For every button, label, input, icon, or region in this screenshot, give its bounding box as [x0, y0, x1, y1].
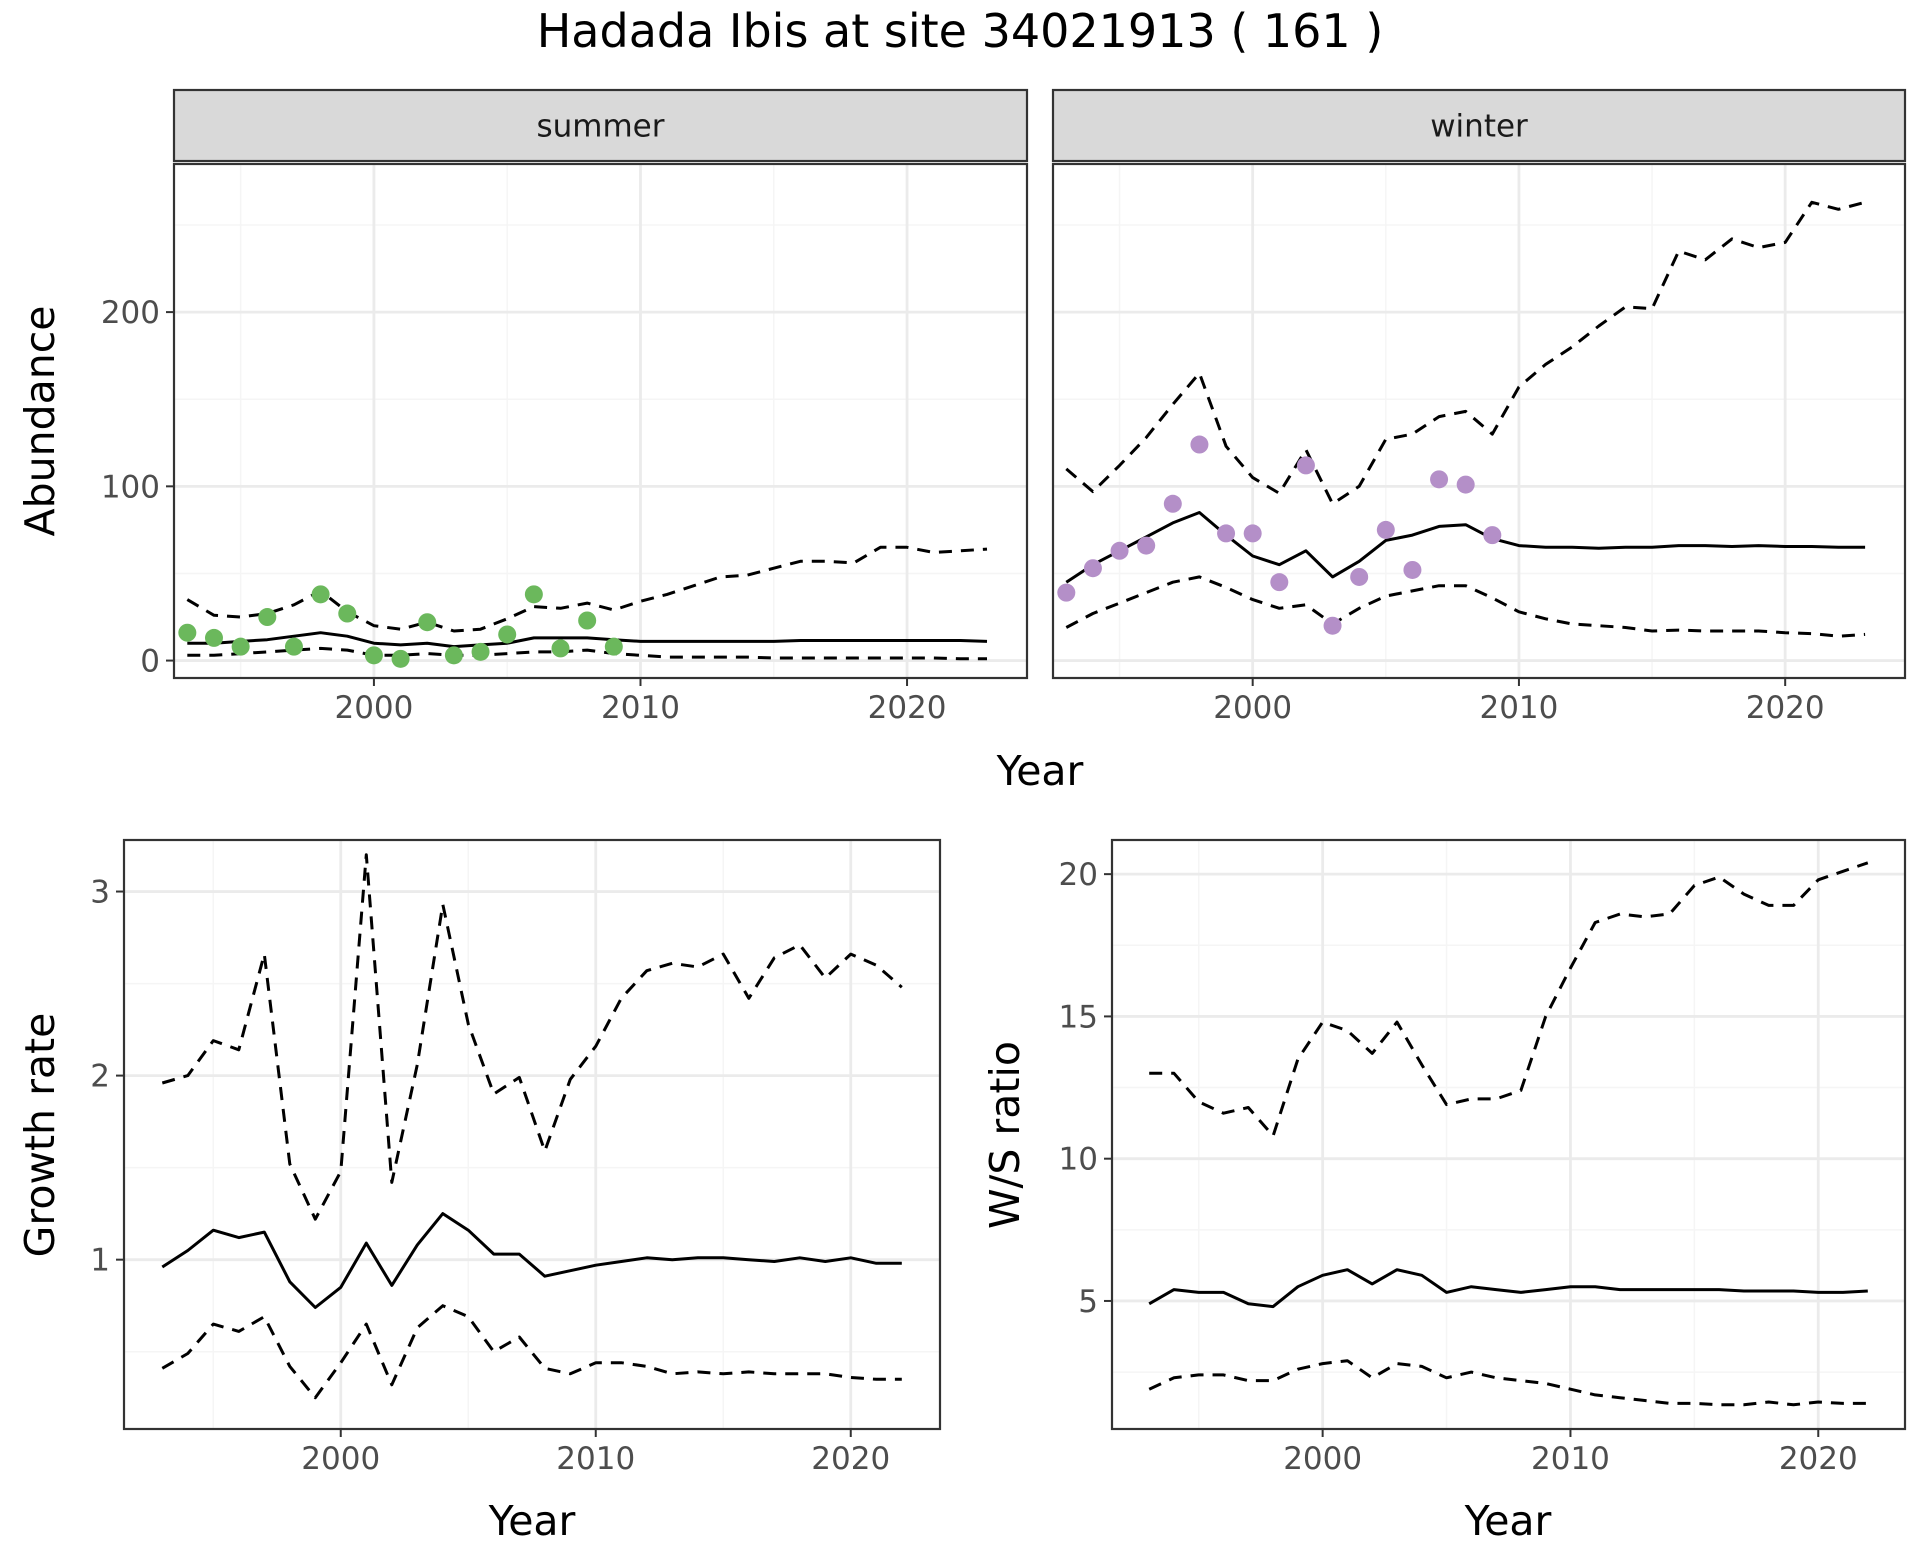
x-tick-label: 2020: [1779, 1441, 1858, 1477]
data-point: [1323, 616, 1342, 635]
data-point: [204, 628, 223, 647]
x-tick-label: 2010: [601, 690, 680, 726]
x-tick-label: 2000: [1213, 690, 1292, 726]
series-line-estimate: [1065, 511, 1866, 584]
y-tick-label: 20: [1059, 857, 1098, 893]
x-tick-label: 2000: [301, 1441, 380, 1477]
data-point: [1403, 560, 1422, 579]
series-line-upper: [161, 853, 903, 1221]
series-line-estimate: [187, 631, 988, 649]
chart-panel-1: summer 2000 2010 2020 0 100 200 Abundance: [16, 88, 1029, 726]
data-point: [524, 585, 543, 604]
x-tick-label: 2000: [334, 690, 413, 726]
data-point: [338, 604, 357, 623]
y-tick-label: 15: [1059, 999, 1098, 1035]
data-point: [1296, 456, 1315, 475]
data-point: [604, 637, 623, 656]
y-axis-title: W/S ratio: [981, 1041, 1029, 1229]
y-tick-label: 10: [1059, 1142, 1098, 1178]
data-point: [1110, 541, 1129, 560]
panel-background: [124, 840, 940, 1429]
data-point: [284, 637, 303, 656]
x-tick-label: 2020: [868, 690, 947, 726]
x-tick-label: 2010: [1479, 690, 1558, 726]
data-point: [471, 642, 490, 661]
data-point: [311, 585, 330, 604]
data-point: [1217, 524, 1236, 543]
x-tick-label: 2000: [1283, 1441, 1362, 1477]
data-point: [231, 637, 250, 656]
x-axis-title: Year: [1464, 1497, 1552, 1545]
y-tick-label: 2: [90, 1059, 110, 1095]
y-axis-title: Growth rate: [16, 1013, 64, 1258]
data-point: [1083, 559, 1102, 578]
data-point: [1190, 435, 1209, 454]
data-point: [444, 646, 463, 665]
data-point: [418, 613, 437, 632]
data-point: [1376, 520, 1395, 539]
data-point: [1137, 536, 1156, 555]
data-point: [391, 649, 410, 668]
chart-panel-4: 2000 2010 2020 5 10 15 20 W/S ratio Year: [981, 838, 1907, 1545]
x-axis-title-top: Year: [996, 747, 1084, 795]
panel-border: [1051, 162, 1907, 680]
x-axis-title: Year: [488, 1497, 576, 1545]
data-point: [1430, 470, 1449, 489]
series-line-lower: [187, 646, 987, 661]
data-point: [1163, 494, 1182, 513]
x-tick-label: 2010: [1531, 1441, 1610, 1477]
y-tick-label: 5: [1078, 1284, 1098, 1320]
panel-border: [172, 162, 1029, 680]
data-point: [1456, 475, 1475, 494]
panel-background: [1112, 840, 1905, 1429]
data-point: [578, 611, 597, 630]
series-line-estimate: [1148, 1268, 1868, 1309]
y-axis-title: Abundance: [16, 306, 64, 537]
data-point: [1483, 526, 1502, 545]
data-point: [1270, 573, 1289, 592]
y-tick-label: 100: [101, 469, 160, 505]
figure-title: Hadada Ibis at site 34021913 ( 161 ): [536, 4, 1384, 58]
data-point: [1057, 583, 1076, 602]
data-point: [258, 608, 277, 627]
y-tick-label: 0: [140, 644, 160, 680]
facet-label: winter: [1430, 109, 1528, 145]
facet-strip: [172, 88, 1029, 163]
x-tick-label: 2010: [556, 1441, 635, 1477]
series-line-upper: [1065, 200, 1866, 506]
x-tick-label: 2020: [1746, 690, 1825, 726]
panel-border: [1110, 838, 1907, 1431]
series-line-lower: [1065, 575, 1866, 638]
y-tick-label: 1: [90, 1243, 110, 1279]
series-line-upper: [1149, 861, 1869, 1138]
data-point: [1350, 567, 1369, 586]
series-line-lower: [1148, 1359, 1868, 1407]
data-point: [551, 639, 570, 658]
facet-strip: [1051, 88, 1907, 163]
facet-label: summer: [536, 109, 664, 145]
y-tick-label: 3: [90, 875, 110, 911]
data-point: [178, 623, 197, 642]
panel-border: [122, 838, 942, 1431]
data-point: [1243, 524, 1262, 543]
series-line-estimate: [161, 1212, 902, 1309]
chart-panel-3: 2000 2010 2020 1 2 3 Growth rate Year: [16, 838, 942, 1545]
data-point: [498, 625, 517, 644]
x-tick-label: 2020: [811, 1441, 890, 1477]
chart-panel-2: winter 2000 2010 2020: [1051, 88, 1907, 726]
data-point: [364, 646, 383, 665]
y-tick-label: 200: [101, 295, 160, 331]
